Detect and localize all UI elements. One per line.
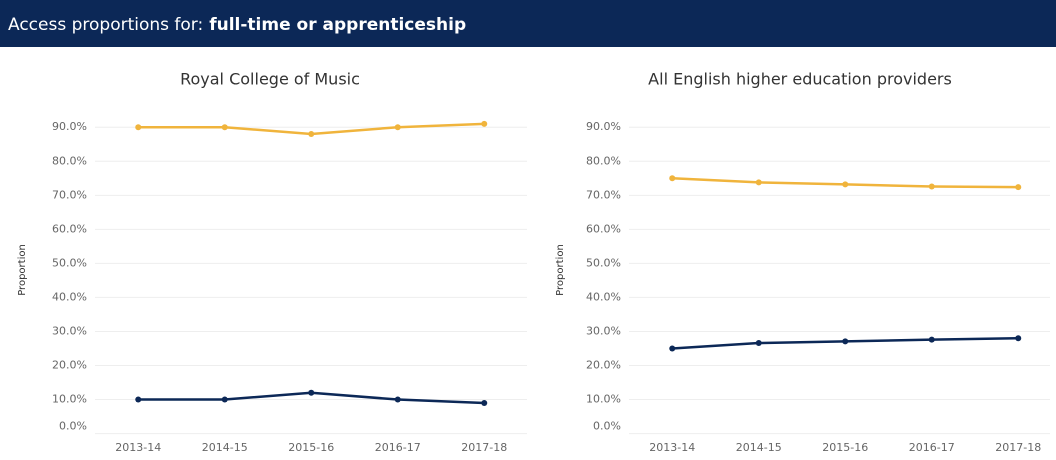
plot-area — [629, 100, 1050, 437]
x-tick-label: 2015-16 — [822, 441, 868, 454]
data-point — [1015, 184, 1022, 191]
data-point — [928, 183, 935, 190]
y-tick-label: 40.0% — [586, 290, 621, 303]
x-tick-label: 2015-16 — [288, 441, 334, 454]
data-point — [135, 396, 142, 403]
y-tick-label: 10.0% — [52, 393, 87, 406]
data-point — [842, 181, 849, 188]
x-tick-label: 2016-17 — [909, 441, 955, 454]
y-tick-label: 50.0% — [52, 256, 87, 269]
plot-area — [95, 100, 527, 437]
data-point — [394, 396, 401, 403]
x-tick-label: 2016-17 — [375, 441, 421, 454]
y-tick-label: 0.0% — [59, 420, 87, 433]
y-tick-label: 30.0% — [52, 324, 87, 337]
data-point — [221, 396, 228, 403]
header-selection: full-time or apprenticeship — [209, 15, 467, 35]
data-point — [481, 399, 488, 406]
y-axis-label: Proportion — [555, 244, 566, 296]
y-tick-label: 40.0% — [52, 290, 87, 303]
data-point — [308, 131, 315, 138]
y-tick-label: 20.0% — [586, 359, 621, 372]
data-point — [928, 336, 935, 343]
x-tick-label: 2013-14 — [115, 441, 161, 454]
data-point — [1015, 335, 1022, 342]
chart-title: All English higher education providers — [648, 70, 952, 89]
y-tick-label: 70.0% — [52, 188, 87, 201]
y-tick-label: 80.0% — [586, 154, 621, 167]
y-tick-label: 0.0% — [593, 420, 621, 433]
x-tick-label: 2014-15 — [202, 441, 248, 454]
data-point — [481, 120, 488, 127]
y-tick-label: 50.0% — [586, 256, 621, 269]
x-tick-label: 2014-15 — [736, 441, 782, 454]
y-tick-label: 10.0% — [586, 393, 621, 406]
y-tick-label: 30.0% — [586, 324, 621, 337]
data-point — [135, 124, 142, 131]
data-point — [669, 175, 676, 182]
data-point — [755, 179, 762, 186]
x-tick-label: 2013-14 — [649, 441, 695, 454]
y-tick-label: 80.0% — [52, 154, 87, 167]
x-tick-label: 2017-18 — [461, 441, 507, 454]
data-point — [221, 124, 228, 131]
y-tick-label: 90.0% — [586, 120, 621, 133]
header: Access proportions for: full-time or appr… — [0, 0, 1056, 47]
header-prefix: Access proportions for: — [8, 15, 204, 35]
y-tick-label: 70.0% — [586, 188, 621, 201]
y-tick-label: 90.0% — [52, 120, 87, 133]
y-axis-label: Proportion — [17, 244, 28, 296]
data-point — [842, 338, 849, 345]
y-tick-label: 20.0% — [52, 359, 87, 372]
chart-title: Royal College of Music — [180, 70, 360, 89]
data-point — [394, 124, 401, 131]
data-point — [755, 340, 762, 347]
y-tick-label: 60.0% — [586, 222, 621, 235]
data-point — [308, 389, 315, 396]
x-tick-label: 2017-18 — [995, 441, 1041, 454]
data-point — [669, 345, 676, 352]
y-tick-label: 60.0% — [52, 222, 87, 235]
